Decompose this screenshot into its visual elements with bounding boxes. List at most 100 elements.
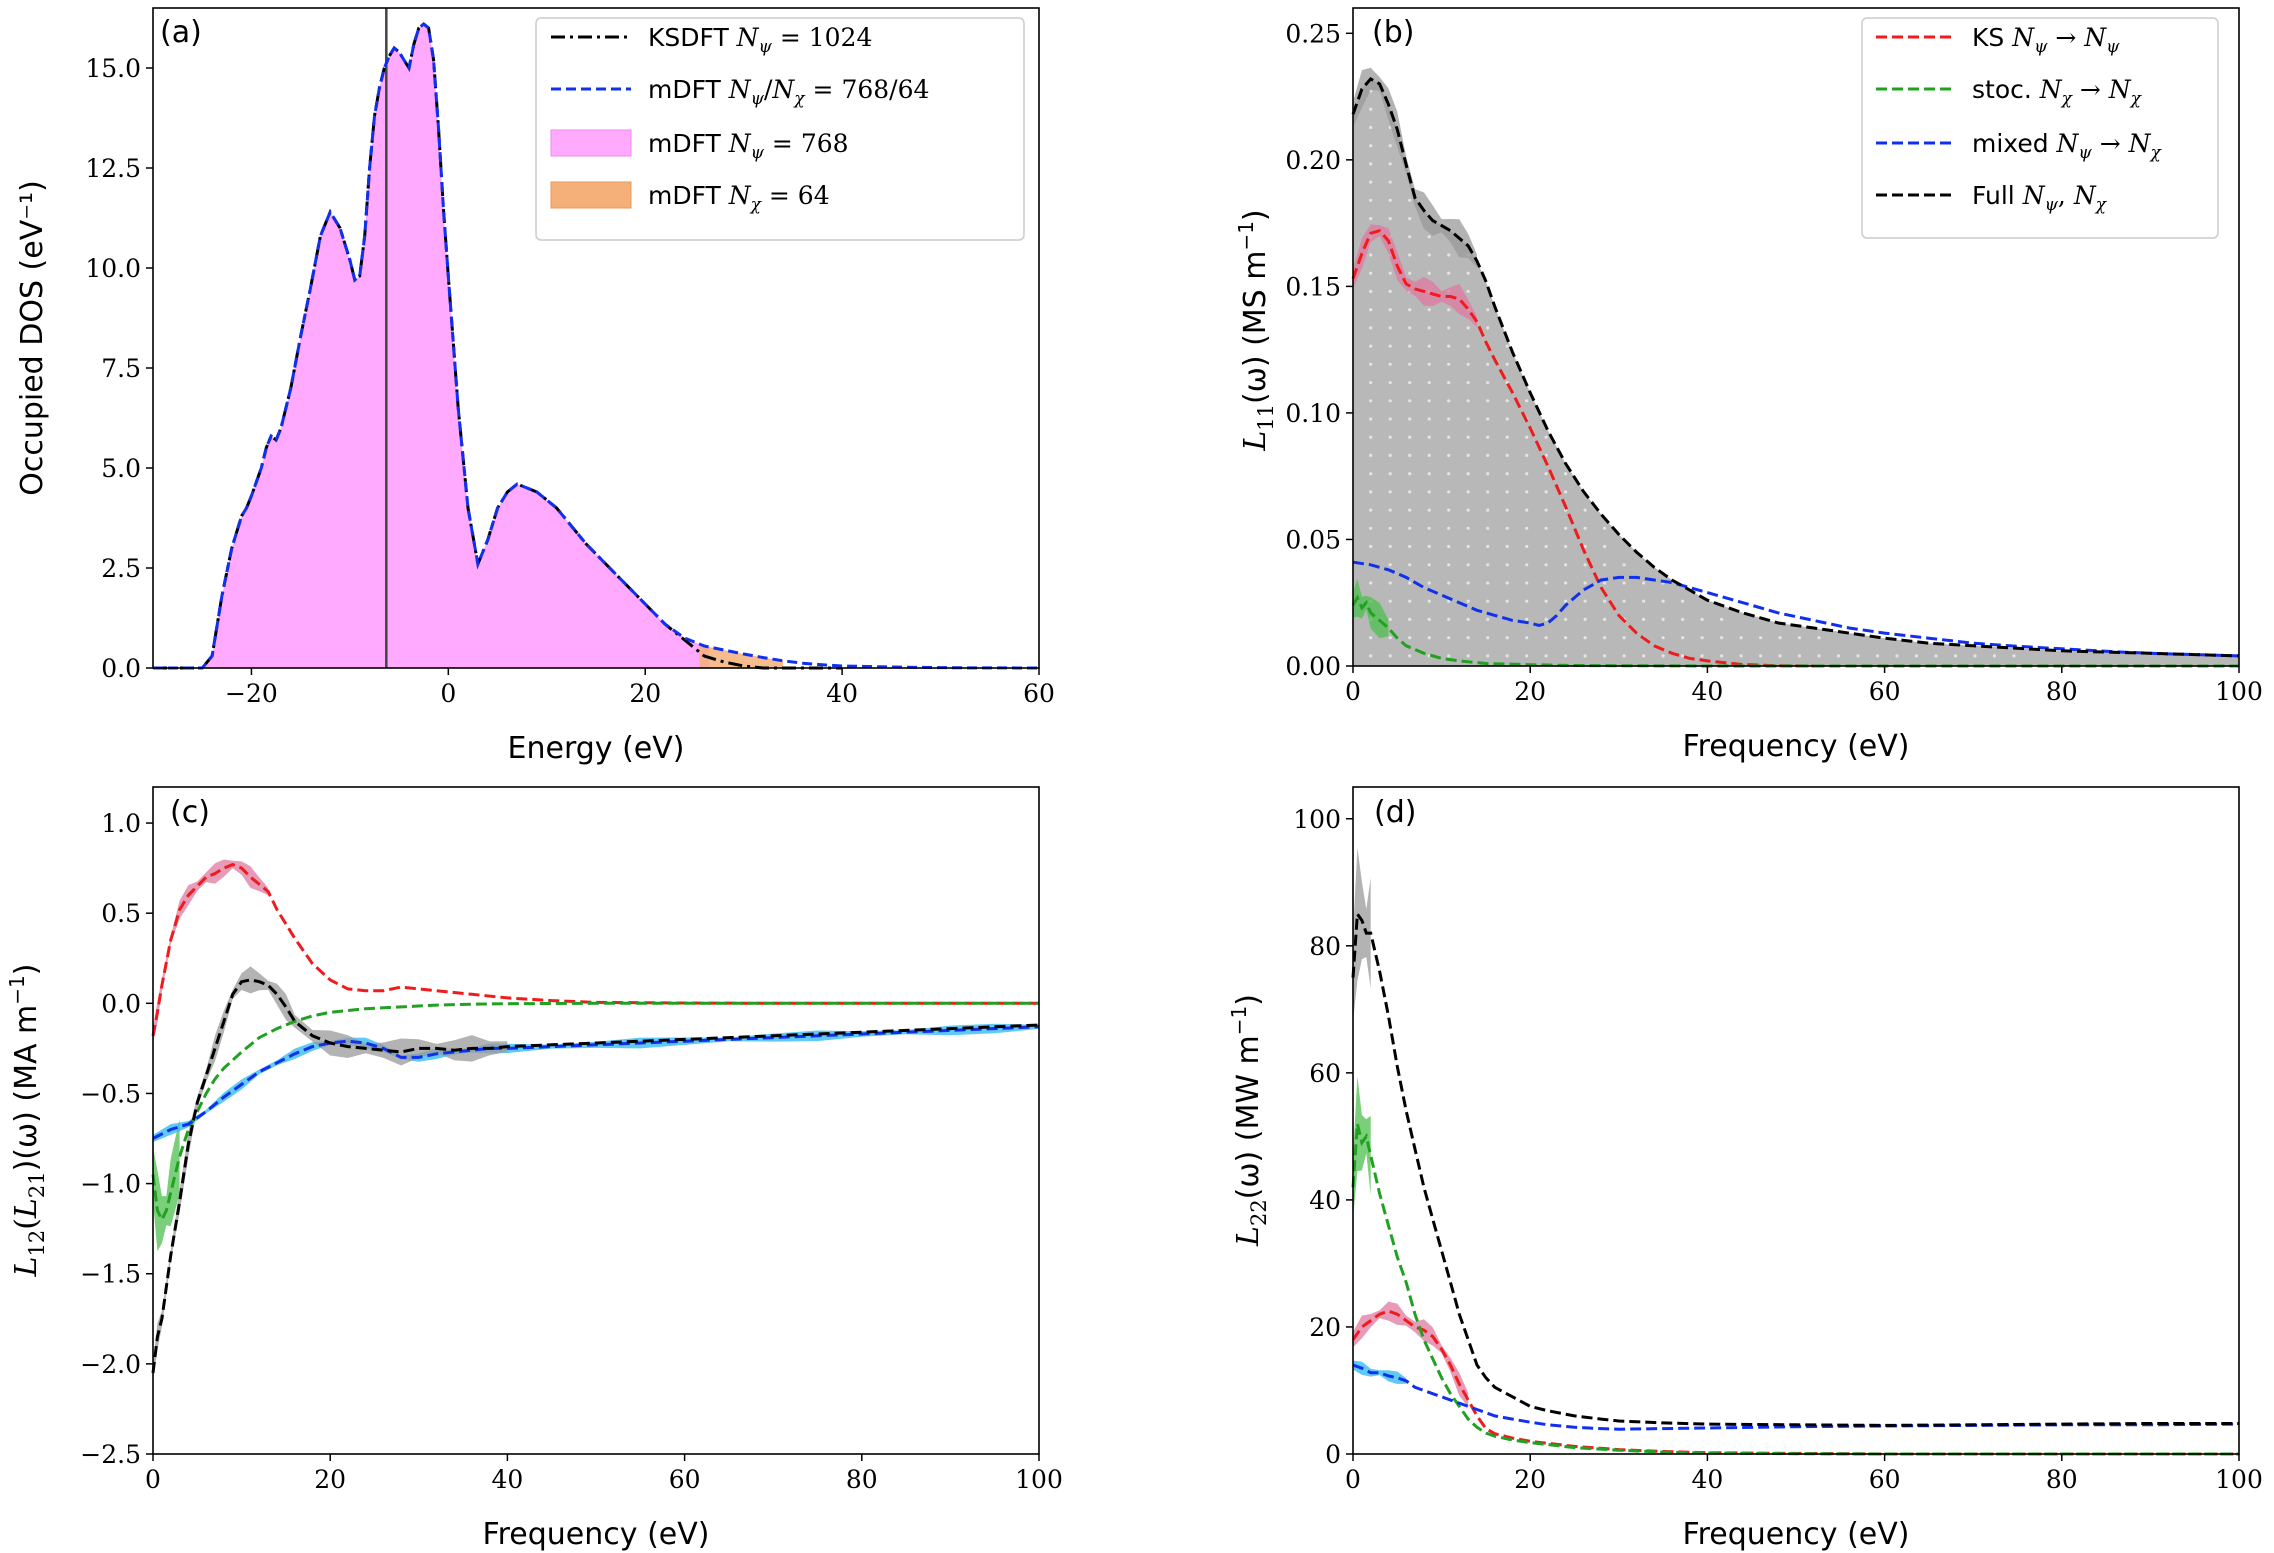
panel-b-xticks: 0 20 40 60 80 100 [1345,666,2263,706]
panel-d-xtick-label: 0 [1345,1465,1361,1494]
panel-d-ylabel: L22(ω) (MW m−1) [1227,994,1271,1247]
panel-d-ylabel-post: (ω) (MW m [1231,1035,1266,1199]
panel-b-ylabel-sup: −1 [1234,221,1258,250]
panel-d-label: (d) [1374,795,1416,830]
panel-b-xtick-label: 80 [2046,677,2078,706]
panel-c: (c) Frequency (eV) L12(L21)(ω) (MA m−1) … [5,786,1063,1552]
panel-b-ytick-label: 0.05 [1285,525,1341,554]
series-stoc [1351,1123,2239,1456]
series-ks [151,862,1039,1037]
panel-b-legend-label-2: mixed Nψ → Nχ [1972,129,2162,163]
panel-c-ylabel-var: L [9,1257,44,1278]
panel-d-ytick-label: 0 [1325,1440,1341,1469]
series-full [1351,76,2240,658]
panel-b-xlabel: Frequency (eV) [1683,729,1910,764]
panel-c-ylabel-mid: ( [9,1218,44,1230]
panel-d-xtick-label: 40 [1691,1465,1723,1494]
panel-d-xtick-label: 20 [1514,1465,1546,1494]
legend-swatch-chi [550,181,632,209]
panel-c-band-stoc [153,1118,180,1252]
series-mdft [153,22,1040,670]
panel-a-xtick-label: 40 [826,679,858,708]
panel-c-ytick-label: −1.0 [80,1170,141,1199]
full-area-fill [1353,78,2239,666]
panel-d-yticks: 0 20 40 60 80 100 [1293,805,1353,1469]
panel-b-band-stoc [1353,578,1389,639]
series-full [151,978,1040,1374]
panel-a-xtick-label: 0 [440,679,456,708]
panel-c-band-full [153,966,508,1382]
panel-d-ytick-label: 20 [1309,1313,1341,1342]
panel-c-ytick-label: 1.0 [101,809,141,838]
panel-b-ylabel: L11(ω) (MS m−1) [1234,209,1278,451]
panel-b-xtick-label: 0 [1345,677,1361,706]
panel-a-ytick-label: 0.0 [101,654,141,683]
panel-c-yticks: −2.5 −2.0 −1.5 −1.0 −0.5 0.0 0.5 1.0 [80,809,153,1469]
panel-d-xtick-label: 100 [2215,1465,2263,1494]
panel-c-xticks: 0 20 40 60 80 100 [145,1454,1063,1494]
panel-b-band-ks [1353,224,1477,327]
panel-c-ytick-label: 0.5 [101,899,141,928]
panel-c-xlabel: Frequency (eV) [483,1517,710,1552]
panel-b-xtick-label: 40 [1691,677,1723,706]
panel-d-frame [1352,786,2240,1455]
panel-d-ylabel-sub: 22 [1247,1199,1271,1226]
dos-fill-psi [153,24,710,668]
panel-c-label: (c) [170,795,210,830]
panel-c-ytick-label: −0.5 [80,1079,141,1108]
panel-c-ylabel-post: )(ω) (MA m [9,1005,44,1172]
panel-a-ytick-label: 15.0 [85,54,141,83]
panel-a-legend-label-0: KSDFT Nψ = 1024 [648,23,872,57]
panel-b-legend-label-0: KS Nψ → Nψ [1972,23,2120,57]
panel-a-xlabel: Energy (eV) [508,731,685,766]
panel-b-plot [1351,67,2240,668]
panel-a-legend: KSDFT Nψ = 1024 mDFT Nψ/Nχ = 768/64 mDFT N… [535,17,1025,241]
series-mixed [152,1025,1040,1140]
panel-d-ylabel-var: L [1231,1226,1266,1247]
panel-c-ytick-label: −2.0 [80,1350,141,1379]
panel-b-legend: KS Nψ → Nψ stoc. Nχ → Nχ mixed Nψ → Nχ Full… [1861,17,2219,239]
panel-d-xlabel: Frequency (eV) [1683,1517,1910,1552]
panel-b-ytick-label: 0.00 [1285,652,1341,681]
panel-c-xtick-label: 0 [145,1465,161,1494]
panel-c-xtick-label: 60 [669,1465,701,1494]
panel-d-ytick-label: 80 [1309,932,1341,961]
panel-c-ylabel-end: ) [9,964,44,976]
panel-b-label: (b) [1372,15,1414,50]
panel-b-frame [1352,7,2240,667]
panel-b-xtick-label: 100 [2215,677,2263,706]
panel-d-band-stoc [1353,1076,1371,1219]
panel-d-plot [1351,847,2240,1456]
panel-a-xtick-label: 60 [1023,679,1055,708]
panel-b: (b) Frequency (eV) L11(ω) (MS m−1) 0 20 40… [1234,7,2263,764]
panel-b-ylabel-var: L [1238,431,1273,452]
panel-a-xticks: −20 0 20 40 60 [225,668,1055,708]
panel-c-ylabel-sub: 12 [25,1230,49,1257]
legend-swatch-psi [550,129,632,157]
panel-b-legend-box [1861,17,2219,239]
panel-b-legend-label-3: Full Nψ, Nχ [1972,181,2108,215]
series-mixed [1352,560,2240,658]
panel-d-ytick-label: 60 [1309,1059,1341,1088]
panel-a-ytick-label: 7.5 [101,354,141,383]
panel-d-xticks: 0 20 40 60 80 100 [1345,1454,2263,1494]
panel-c-xtick-label: 20 [314,1465,346,1494]
panel-d-band-mixed [1353,1360,1407,1384]
panel-b-ytick-label: 0.20 [1285,146,1341,175]
panel-c-ytick-label: −1.5 [80,1260,141,1289]
panel-d: (d) Frequency (eV) L22(ω) (MW m−1) 0 20 40… [1227,786,2263,1552]
panel-c-ytick-label: 0.0 [101,989,141,1018]
panel-c-frame [152,786,1040,1455]
panel-c-band-ks [153,859,269,1043]
series-mixed [1352,1363,2240,1431]
panel-a: (a) Energy (eV) Occupied DOS (eV⁻¹) −20 0… [15,7,1055,766]
panel-b-ytick-label: 0.15 [1285,272,1341,301]
panel-a-yticks: 0.0 2.5 5.0 7.5 10.0 12.5 15.0 [85,54,153,683]
panel-d-ylabel-sup: −1 [1227,1006,1251,1035]
panel-c-xtick-label: 100 [1015,1465,1063,1494]
panel-a-ylabel: Occupied DOS (eV⁻¹) [15,180,50,496]
panel-a-label: (a) [160,15,202,50]
panel-d-band-full [1353,847,1371,1022]
panel-c-plot [151,859,1040,1382]
